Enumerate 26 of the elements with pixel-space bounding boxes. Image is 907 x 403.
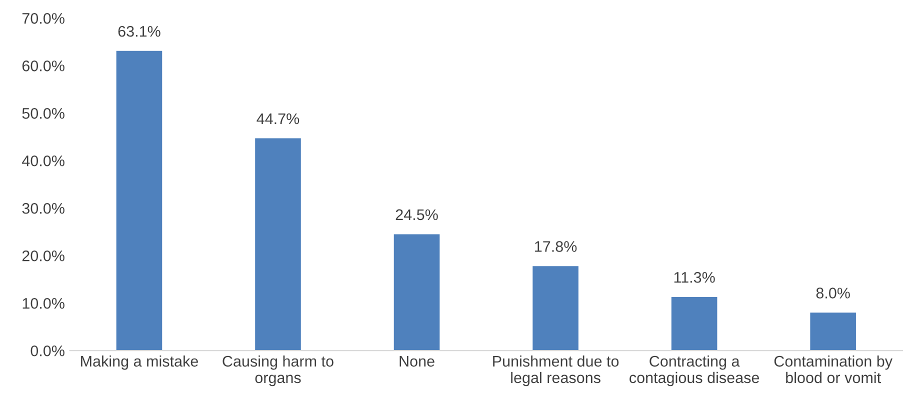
y-tick-label: 50.0%: [22, 108, 64, 119]
x-tick-label: None: [400, 356, 434, 367]
bar: [394, 234, 440, 351]
bar: [810, 312, 856, 351]
bar: [532, 266, 578, 351]
y-tick-label: 30.0%: [22, 202, 64, 214]
y-tick-label: 40.0%: [22, 155, 64, 166]
data-label: 17.8%: [535, 241, 577, 252]
bar: [671, 296, 718, 351]
x-tick-label: Making a mistake: [81, 355, 198, 370]
data-label: 8.0%: [816, 288, 850, 298]
data-label: 44.7%: [256, 113, 300, 124]
x-tick-label: Contamination by blood or vomit: [774, 355, 892, 384]
bar: [255, 138, 301, 351]
y-tick-label: 20.0%: [22, 250, 64, 262]
y-tick-label: 60.0%: [22, 60, 64, 72]
data-label: 24.5%: [396, 209, 438, 220]
y-tick-label: 10.0%: [22, 298, 64, 309]
data-label: 11.3%: [674, 272, 715, 283]
bar: [116, 50, 162, 351]
data-label: 63.1%: [118, 26, 160, 37]
x-tick-label: Contracting a contagious disease: [630, 355, 760, 386]
x-tick-label: Causing harm to organs: [222, 355, 334, 386]
x-tick-label: Punishment due to legal reasons: [493, 355, 619, 386]
y-tick-label: 0.0%: [30, 345, 64, 356]
y-tick-label: 70.0%: [22, 13, 64, 24]
